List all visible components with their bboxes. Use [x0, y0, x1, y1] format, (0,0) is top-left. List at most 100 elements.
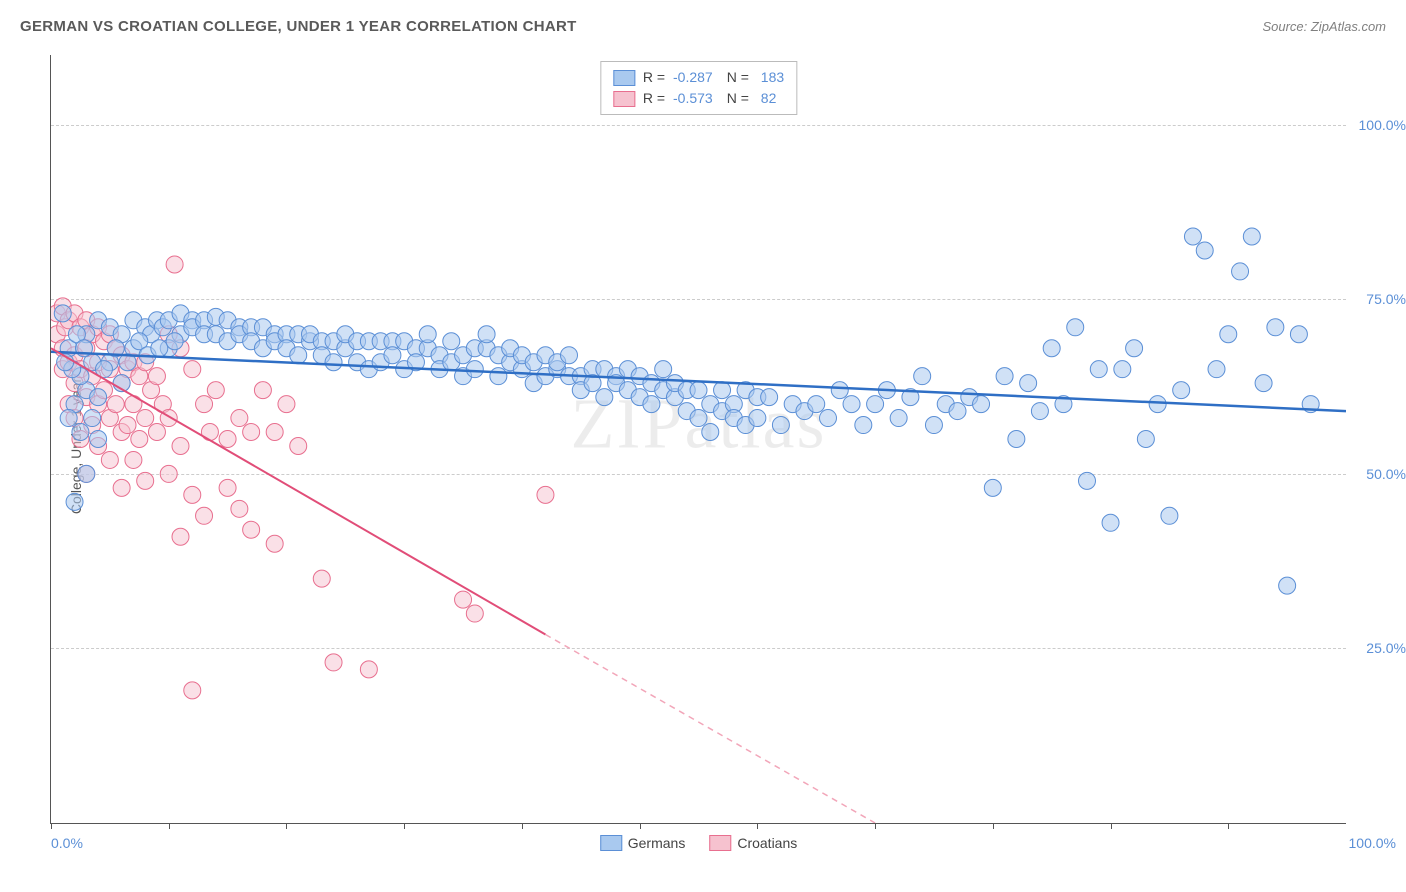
legend-row: R =-0.573N = 82 [613, 88, 784, 109]
data-point-blue [643, 396, 660, 413]
data-point-blue [72, 424, 89, 441]
data-point-blue [1114, 361, 1131, 378]
data-point-blue [66, 493, 83, 510]
x-tick [1228, 823, 1229, 829]
x-tick [1111, 823, 1112, 829]
data-point-blue [1102, 514, 1119, 531]
y-tick-label: 75.0% [1366, 291, 1406, 307]
data-point-blue [1196, 242, 1213, 259]
data-point-pink [455, 591, 472, 608]
data-point-blue [772, 417, 789, 434]
data-point-blue [166, 333, 183, 350]
data-point-pink [313, 570, 330, 587]
data-point-pink [290, 437, 307, 454]
data-point-pink [184, 486, 201, 503]
source-label: Source: ZipAtlas.com [1262, 19, 1386, 34]
data-point-pink [137, 472, 154, 489]
data-point-blue [1267, 319, 1284, 336]
data-point-blue [843, 396, 860, 413]
data-point-blue [60, 410, 77, 427]
data-point-blue [1279, 577, 1296, 594]
data-point-pink [125, 451, 142, 468]
data-point-blue [1031, 403, 1048, 420]
data-point-pink [196, 396, 213, 413]
data-point-blue [914, 368, 931, 385]
n-label: N = [727, 88, 749, 109]
data-point-pink [119, 417, 136, 434]
trend-line-pink-dash [545, 634, 875, 823]
data-point-pink [466, 605, 483, 622]
data-point-blue [1243, 228, 1260, 245]
legend-label: Germans [628, 835, 686, 851]
data-point-blue [443, 333, 460, 350]
data-point-blue [478, 326, 495, 343]
data-point-blue [1079, 472, 1096, 489]
data-point-blue [1220, 326, 1237, 343]
data-point-pink [160, 465, 177, 482]
data-point-blue [290, 347, 307, 364]
data-point-blue [1149, 396, 1166, 413]
data-point-blue [1290, 326, 1307, 343]
data-point-blue [702, 424, 719, 441]
x-tick [993, 823, 994, 829]
data-point-blue [1173, 382, 1190, 399]
bottom-legend: Germans Croatians [600, 835, 798, 851]
r-label: R = [643, 88, 665, 109]
data-point-blue [1020, 375, 1037, 392]
n-label: N = [727, 67, 749, 88]
data-point-blue [1208, 361, 1225, 378]
data-point-pink [537, 486, 554, 503]
data-point-blue [596, 389, 613, 406]
y-tick-label: 50.0% [1366, 466, 1406, 482]
legend-label: Croatians [737, 835, 797, 851]
data-point-blue [655, 361, 672, 378]
data-point-pink [207, 382, 224, 399]
data-point-pink [266, 424, 283, 441]
data-point-blue [925, 417, 942, 434]
data-point-pink [148, 424, 165, 441]
data-point-blue [714, 382, 731, 399]
data-point-blue [867, 396, 884, 413]
data-point-pink [137, 410, 154, 427]
data-point-pink [148, 368, 165, 385]
y-tick-label: 100.0% [1359, 117, 1406, 133]
data-point-blue [690, 410, 707, 427]
data-point-blue [90, 389, 107, 406]
x-tick [286, 823, 287, 829]
trend-line-blue [51, 352, 1346, 411]
r-label: R = [643, 67, 665, 88]
data-point-blue [855, 417, 872, 434]
data-point-blue [808, 396, 825, 413]
x-tick [169, 823, 170, 829]
legend-swatch [709, 835, 731, 851]
x-tick [875, 823, 876, 829]
data-point-blue [1232, 263, 1249, 280]
legend-swatch [613, 91, 635, 107]
data-point-blue [84, 410, 101, 427]
data-point-pink [266, 535, 283, 552]
r-value: -0.287 [673, 67, 713, 88]
data-point-blue [1090, 361, 1107, 378]
data-point-pink [243, 424, 260, 441]
data-point-blue [151, 340, 168, 357]
data-point-blue [419, 326, 436, 343]
r-value: -0.573 [673, 88, 713, 109]
data-point-pink [219, 479, 236, 496]
data-point-pink [113, 479, 130, 496]
data-point-blue [831, 382, 848, 399]
data-point-blue [1126, 340, 1143, 357]
data-point-blue [54, 305, 71, 322]
data-point-pink [172, 528, 189, 545]
data-point-blue [749, 410, 766, 427]
data-point-pink [184, 682, 201, 699]
data-point-blue [1161, 507, 1178, 524]
data-point-blue [690, 382, 707, 399]
chart-title: GERMAN VS CROATIAN COLLEGE, UNDER 1 YEAR… [20, 18, 577, 35]
data-point-pink [131, 431, 148, 448]
data-point-pink [101, 451, 118, 468]
data-point-pink [107, 396, 124, 413]
data-point-pink [231, 410, 248, 427]
data-point-pink [196, 507, 213, 524]
legend-item: Croatians [709, 835, 797, 851]
data-point-blue [949, 403, 966, 420]
